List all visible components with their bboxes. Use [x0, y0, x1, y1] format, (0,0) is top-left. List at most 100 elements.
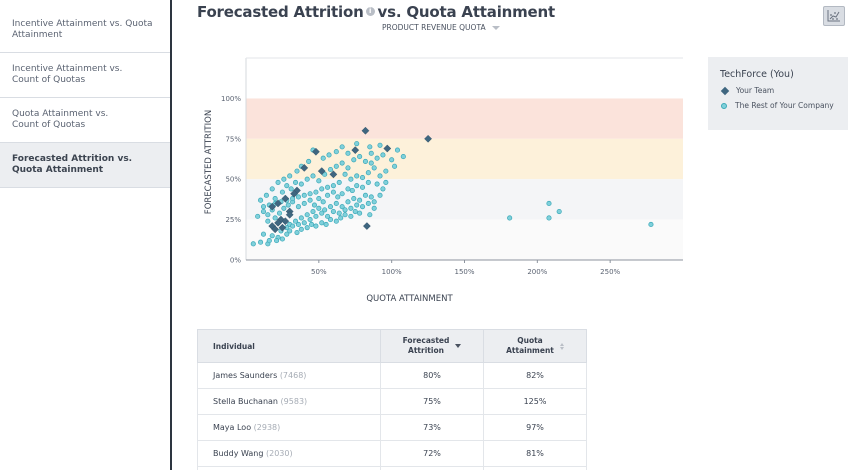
rest-of-company-point[interactable]	[260, 204, 267, 210]
rest-of-company-point[interactable]	[310, 208, 316, 215]
rest-of-company-point[interactable]	[342, 171, 348, 177]
rest-of-company-point[interactable]	[368, 160, 374, 166]
rest-of-company-point[interactable]	[374, 155, 380, 161]
team-member-point[interactable]	[271, 225, 280, 234]
rest-of-company-point[interactable]	[345, 150, 351, 156]
rest-of-company-point[interactable]	[290, 223, 296, 229]
rest-of-company-point[interactable]	[294, 168, 300, 174]
rest-of-company-point[interactable]	[323, 221, 329, 227]
rest-of-company-point[interactable]	[351, 196, 357, 202]
rest-of-company-point[interactable]	[330, 183, 336, 189]
rest-of-company-point[interactable]	[279, 189, 285, 195]
rest-of-company-point[interactable]	[330, 189, 336, 195]
rest-of-company-point[interactable]	[338, 215, 344, 221]
team-member-point[interactable]	[290, 189, 298, 198]
rest-of-company-point[interactable]	[380, 152, 386, 158]
sidebar-item-incentive-vs-quota[interactable]: Incentive Attainment vs. Quota Attainment	[0, 7, 170, 53]
rest-of-company-point[interactable]	[327, 217, 334, 223]
rest-of-company-point[interactable]	[648, 221, 654, 227]
rest-of-company-point[interactable]	[304, 176, 310, 182]
rest-of-company-point[interactable]	[266, 238, 272, 244]
team-member-point[interactable]	[317, 167, 326, 176]
team-member-point[interactable]	[361, 126, 370, 135]
team-member-point[interactable]	[281, 217, 290, 226]
rest-of-company-point[interactable]	[298, 181, 304, 187]
rest-of-company-point[interactable]	[265, 212, 271, 218]
column-header-individual[interactable]: Individual	[197, 329, 381, 363]
rest-of-company-point[interactable]	[310, 173, 316, 179]
rest-of-company-point[interactable]	[260, 231, 267, 237]
rest-of-company-point[interactable]	[327, 204, 334, 210]
rest-of-company-point[interactable]	[307, 191, 313, 197]
rest-of-company-point[interactable]	[263, 192, 269, 198]
rest-of-company-point[interactable]	[339, 144, 345, 150]
rest-of-company-point[interactable]	[368, 194, 374, 200]
team-member-point[interactable]	[300, 164, 309, 172]
rest-of-company-point[interactable]	[319, 186, 325, 192]
legend-item-team[interactable]: Your Team	[720, 86, 836, 95]
rest-of-company-point[interactable]	[313, 223, 319, 229]
rest-of-company-point[interactable]	[357, 210, 363, 216]
rest-of-company-point[interactable]	[325, 192, 331, 198]
rest-of-company-point[interactable]	[349, 187, 355, 194]
rest-of-company-point[interactable]	[316, 205, 322, 211]
rest-of-company-point[interactable]	[335, 194, 341, 200]
rest-of-company-point[interactable]	[345, 199, 351, 205]
team-member-point[interactable]	[274, 218, 282, 227]
rest-of-company-point[interactable]	[327, 166, 334, 173]
rest-of-company-point[interactable]	[304, 212, 310, 218]
rest-of-company-point[interactable]	[342, 207, 348, 213]
rest-of-company-point[interactable]	[313, 189, 319, 195]
rest-of-company-point[interactable]	[326, 152, 332, 158]
rest-of-company-point[interactable]	[371, 205, 377, 211]
rest-of-company-point[interactable]	[325, 213, 331, 219]
rest-of-company-point[interactable]	[269, 233, 275, 239]
rest-of-company-point[interactable]	[354, 183, 360, 189]
rest-of-company-point[interactable]	[359, 204, 366, 210]
rest-of-company-point[interactable]	[345, 186, 351, 192]
rest-of-company-point[interactable]	[392, 163, 398, 169]
team-member-point[interactable]	[312, 147, 320, 156]
rest-of-company-point[interactable]	[258, 239, 264, 245]
rest-of-company-point[interactable]	[371, 165, 377, 171]
rest-of-company-point[interactable]	[394, 147, 401, 153]
chart-toggle-button[interactable]	[823, 6, 845, 26]
rest-of-company-point[interactable]	[354, 202, 360, 208]
team-member-point[interactable]	[278, 223, 287, 232]
rest-of-company-point[interactable]	[374, 181, 380, 187]
rest-of-company-point[interactable]	[377, 173, 383, 179]
rest-of-company-point[interactable]	[307, 197, 313, 203]
rest-of-company-point[interactable]	[354, 141, 360, 147]
rest-of-company-point[interactable]	[320, 155, 326, 161]
team-member-point[interactable]	[383, 144, 392, 153]
rest-of-company-point[interactable]	[287, 228, 293, 234]
rest-of-company-point[interactable]	[281, 176, 287, 182]
rest-of-company-point[interactable]	[255, 213, 261, 219]
rest-of-company-point[interactable]	[301, 192, 307, 198]
rest-of-company-point[interactable]	[306, 158, 312, 164]
team-member-point[interactable]	[351, 146, 360, 154]
rest-of-company-point[interactable]	[368, 150, 374, 156]
rest-of-company-point[interactable]	[348, 213, 354, 219]
rest-of-company-point[interactable]	[336, 210, 342, 216]
rest-of-company-point[interactable]	[276, 210, 283, 216]
rest-of-company-point[interactable]	[362, 192, 368, 198]
team-member-point[interactable]	[268, 202, 277, 211]
rest-of-company-point[interactable]	[357, 197, 363, 203]
rest-of-company-point[interactable]	[288, 186, 294, 192]
rest-of-company-point[interactable]	[284, 231, 290, 237]
team-member-point[interactable]	[329, 170, 338, 179]
team-member-point[interactable]	[363, 222, 371, 230]
rest-of-company-point[interactable]	[359, 175, 366, 181]
rest-of-company-point[interactable]	[292, 179, 299, 185]
rest-of-company-point[interactable]	[365, 200, 371, 206]
sidebar-item-attrition-vs-quota[interactable]: Forecasted Attrition vs. Quota Attainment	[0, 143, 170, 188]
team-member-point[interactable]	[281, 194, 290, 203]
rest-of-company-point[interactable]	[265, 218, 271, 224]
table-row[interactable]: Stella Buchanan (9583) 75% 125%	[197, 388, 587, 415]
rest-of-company-point[interactable]	[348, 176, 354, 182]
rest-of-company-point[interactable]	[377, 142, 383, 148]
rest-of-company-point[interactable]	[330, 208, 336, 215]
rest-of-company-point[interactable]	[272, 196, 278, 202]
rest-of-company-point[interactable]	[389, 157, 395, 163]
